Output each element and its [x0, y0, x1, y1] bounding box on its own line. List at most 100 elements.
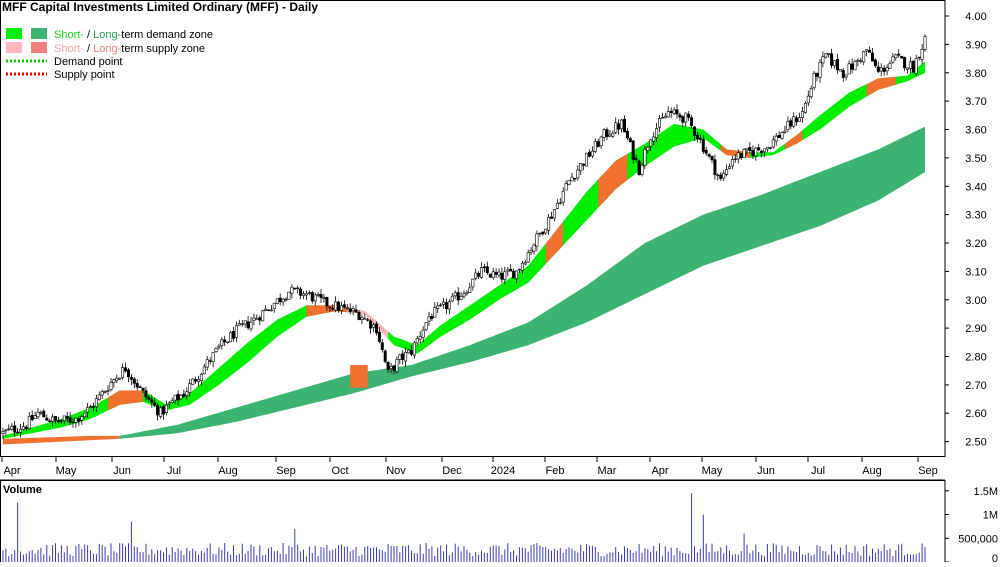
candle: [322, 294, 326, 303]
candle: [74, 417, 78, 428]
x-tick-label: Dec: [442, 465, 462, 477]
candle: [500, 267, 504, 284]
legend-entry: Demand point: [6, 56, 123, 68]
candle: [646, 145, 650, 154]
candle: [862, 50, 866, 66]
candle: [757, 143, 761, 152]
candle: [27, 412, 31, 430]
candle: [547, 214, 551, 235]
candle: [159, 405, 163, 419]
x-tick-label: May: [56, 465, 77, 477]
candle: [1, 427, 5, 440]
candle: [229, 330, 233, 343]
candle: [205, 356, 209, 371]
legend-text-part: Long-: [93, 43, 121, 55]
candle: [873, 58, 877, 68]
candle: [908, 56, 912, 74]
x-tick-label: May: [702, 465, 723, 477]
candle: [885, 64, 889, 76]
candle: [18, 424, 22, 438]
candles-layer: [1, 34, 927, 440]
candle: [655, 122, 659, 142]
candle: [45, 414, 49, 421]
x-tick-label: Aug: [862, 465, 882, 477]
candle: [894, 53, 898, 61]
candle: [94, 394, 98, 413]
candle: [465, 290, 469, 296]
candle: [815, 72, 819, 82]
legend-text: Demand point: [54, 56, 123, 68]
candle: [290, 284, 294, 299]
candle: [859, 57, 863, 64]
candle: [118, 377, 122, 380]
candle: [68, 412, 72, 425]
candle: [611, 130, 615, 138]
candle: [436, 302, 440, 313]
price-tick-label: 3.50: [965, 153, 986, 165]
candle: [418, 331, 422, 344]
candle: [299, 287, 303, 300]
candle: [243, 320, 247, 328]
candle: [841, 68, 845, 82]
candle: [477, 271, 481, 279]
candle: [211, 352, 215, 368]
candle: [328, 306, 332, 312]
candle: [153, 397, 157, 407]
candle: [336, 300, 340, 313]
candle: [65, 411, 69, 423]
candle: [179, 394, 183, 400]
candle: [129, 374, 133, 385]
candle: [191, 378, 195, 385]
candle: [765, 146, 769, 153]
candle: [751, 145, 755, 159]
candle: [234, 321, 238, 343]
candle: [914, 54, 918, 76]
candle: [707, 153, 711, 159]
candle: [272, 302, 276, 313]
candle: [570, 173, 574, 182]
candle: [727, 163, 731, 170]
candle: [482, 263, 486, 273]
candle: [255, 314, 259, 320]
candle: [479, 262, 483, 279]
legend-text-part: term supply zone: [121, 43, 205, 55]
candle: [526, 249, 530, 263]
candle: [622, 115, 626, 133]
candle: [809, 85, 813, 99]
legend-text: Short- / Long-term demand zone: [54, 29, 213, 41]
candle: [900, 55, 904, 59]
candle: [150, 394, 154, 408]
candle: [920, 44, 924, 65]
candle: [316, 292, 320, 298]
price-tick-label: 3.00: [965, 295, 986, 307]
candle: [13, 420, 17, 437]
candle: [389, 362, 393, 374]
candle: [366, 317, 370, 322]
candle: [564, 180, 568, 191]
candle: [398, 353, 402, 365]
legend-text-part: Supply point: [54, 69, 115, 81]
candle: [748, 142, 752, 154]
candle: [182, 389, 186, 398]
candle: [596, 138, 600, 148]
candle: [780, 131, 784, 140]
candle: [339, 301, 343, 315]
candle: [374, 321, 378, 336]
candle: [593, 138, 597, 153]
candle: [520, 260, 524, 275]
candle: [719, 172, 723, 181]
candle: [266, 309, 270, 312]
candle: [628, 136, 632, 143]
candle: [803, 101, 807, 114]
candle: [407, 349, 411, 354]
x-tick-label: Jun: [113, 465, 131, 477]
candle: [383, 349, 387, 364]
candle: [643, 145, 647, 170]
candle: [284, 297, 288, 302]
x-tick-label: Sep: [276, 465, 296, 477]
candle: [558, 197, 562, 205]
candle: [194, 376, 198, 384]
